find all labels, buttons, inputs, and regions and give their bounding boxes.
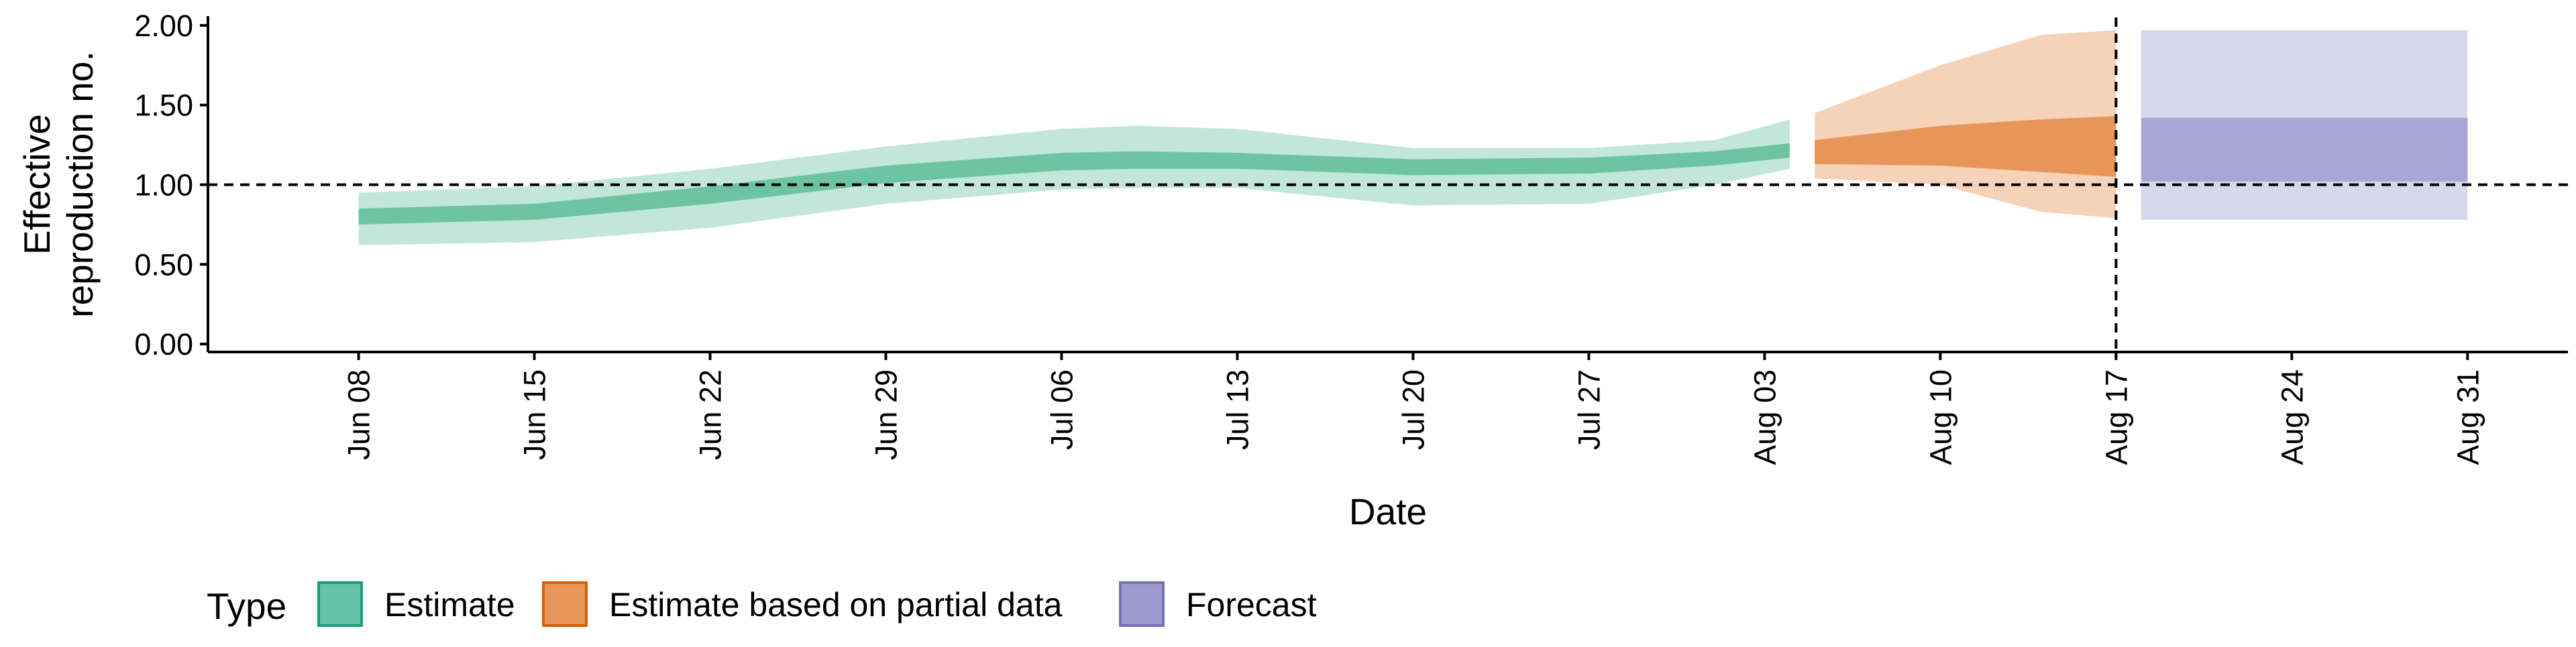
band-50-forecast	[2141, 117, 2468, 182]
legend-label-estimate-based-on-partial-data: Estimate based on partial data	[609, 586, 1063, 624]
y-axis-title: Effectivereproduction no.	[16, 51, 101, 318]
band-90-estimate	[358, 119, 1790, 245]
band-50-estimate-based-on-partial-data	[1815, 116, 2116, 177]
legend-swatch-estimate	[317, 581, 363, 627]
x-tick-label: Jun 29	[869, 369, 903, 460]
y-axis-title-line: Effective	[16, 114, 58, 255]
axis-titles: Date Effectivereproduction no.	[16, 51, 1427, 532]
legend-swatch-forecast	[1119, 581, 1165, 627]
legend-label-estimate: Estimate	[384, 586, 515, 624]
x-tick-label: Jun 22	[694, 369, 728, 460]
x-tick-label: Jul 20	[1396, 369, 1430, 450]
legend-label-forecast: Forecast	[1186, 586, 1317, 624]
y-tick-label: 2.00	[134, 9, 193, 43]
legend: Type Estimate Estimate based on partial da…	[207, 581, 1317, 627]
x-axis-title: Date	[1349, 491, 1427, 532]
y-tick-label: 1.50	[134, 89, 193, 123]
y-axis-title-line: reproduction no.	[59, 51, 101, 318]
legend-title: Type	[207, 585, 286, 627]
x-tick-label: Aug 03	[1748, 369, 1782, 465]
x-tick-label: Aug 31	[2451, 369, 2485, 465]
y-tick-label: 0.50	[134, 247, 193, 282]
x-tick-label: Aug 24	[2275, 369, 2309, 465]
x-tick-label: Aug 10	[1923, 369, 1957, 465]
axes: 0.00 0.50 1.00 1.50 2.00 Jun 08 Jun 15 Jun 22 Ju…	[134, 9, 2568, 465]
x-tick-label: Aug 17	[2099, 369, 2133, 465]
band-layer	[358, 30, 2468, 245]
band-50-estimate	[358, 143, 1790, 225]
x-tick-label: Jul 13	[1220, 369, 1254, 450]
legend-swatch-estimate-based-on-partial-data	[542, 581, 588, 627]
reference-lines	[208, 17, 2568, 352]
x-tick-label: Jul 27	[1572, 369, 1606, 450]
x-tick-label: Jul 06	[1044, 369, 1079, 450]
x-tick-label: Jun 08	[342, 369, 376, 460]
x-tick-label: Jun 15	[518, 369, 552, 460]
y-tick-label: 0.00	[134, 327, 193, 361]
y-tick-label: 1.00	[134, 168, 193, 202]
